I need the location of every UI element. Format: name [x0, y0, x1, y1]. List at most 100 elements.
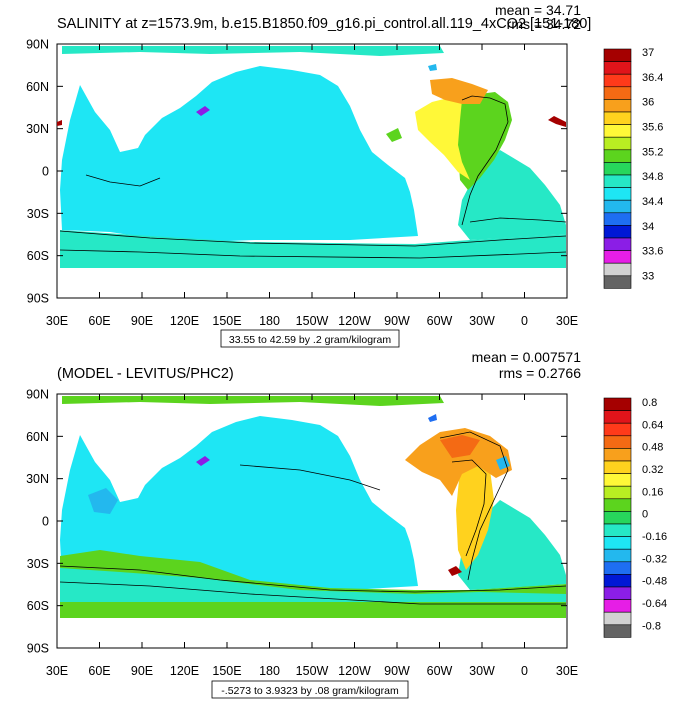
colorbar-swatch: [603, 624, 632, 638]
colorbar-swatch: [603, 611, 632, 626]
colorbar-label: 36.4: [642, 72, 663, 84]
colorbar-swatch: [603, 149, 632, 163]
colorbar-swatch: [603, 485, 632, 500]
colorbar-swatch: [603, 237, 632, 251]
contour-line: [461, 95, 509, 226]
contour-line: [469, 217, 567, 223]
region-green-spot: [386, 128, 402, 142]
x-tick-label: 90E: [131, 314, 153, 328]
colorbar-swatch: [603, 99, 632, 113]
colorbar-swatch: [603, 136, 632, 151]
region-purple-spot: [196, 106, 210, 116]
colorbar-swatch: [603, 174, 632, 188]
colorbar-swatch: [603, 599, 632, 613]
y-tick-label: 0: [42, 165, 49, 179]
colorbar-swatch: [603, 262, 632, 277]
colorbar-swatch: [603, 435, 632, 449]
colorbar-label: 37: [642, 47, 654, 59]
x-tick-label: 180: [259, 664, 280, 678]
y-tick-label: 30S: [27, 557, 49, 571]
rms-label: rms = 0.2766: [499, 365, 581, 381]
x-axis: 30E 60E 90E 120E 150E 180 150W 120W 90W 60W 30W 0 30…: [46, 394, 578, 678]
range-label-box: [211, 680, 409, 699]
x-tick-label: 30E: [556, 314, 578, 328]
y-tick-label: 60S: [27, 249, 49, 263]
panel-salinity: SALINITY at z=1573.9m, b.e15.B1850.f09_g…: [26, 2, 663, 348]
colorbar-label: -0.8: [642, 620, 661, 632]
rms-label: rms = 34.72: [507, 16, 582, 32]
range-label: -.5273 to 3.9323 by .08 gram/kilogram: [221, 685, 399, 697]
panel-title: SALINITY at z=1573.9m, b.e15.B1850.f09_g…: [57, 16, 591, 32]
region-blue-patch: [88, 488, 118, 514]
x-tick-label: 90W: [384, 314, 410, 328]
x-axis: 30E 60E 90E 120E 150E 180 150W 120W 90W 60W 30W 0 30…: [46, 44, 578, 328]
region-arctic: [62, 396, 444, 406]
colorbar-label: 33: [642, 270, 654, 282]
y-tick-label: 30S: [27, 207, 49, 221]
contour-line: [239, 464, 381, 491]
region-south-atlantic: [458, 150, 566, 240]
x-tick-label: 120W: [338, 314, 371, 328]
region-atlantic-orange-deep: [440, 435, 480, 458]
colorbar-label: 35.2: [642, 146, 663, 158]
contour-line: [451, 459, 487, 557]
colorbar: 37 36.4 36 35.6 35.2 34.8 34.4 34 33.6 33: [603, 47, 663, 289]
region-atlantic-green: [452, 92, 512, 190]
x-tick-label: 0: [521, 314, 528, 328]
x-tick-label: 120E: [170, 314, 199, 328]
colorbar-swatch: [603, 48, 632, 62]
colorbar-swatch: [603, 574, 632, 588]
region-mediterranean: [448, 566, 462, 576]
colorbar-label: 0.64: [642, 419, 663, 431]
colorbar-swatch: [603, 586, 632, 600]
x-tick-label: 150W: [296, 314, 329, 328]
x-tick-label: 60W: [427, 314, 453, 328]
colorbar-label: 0.16: [642, 486, 663, 498]
x-tick-label: 60W: [427, 664, 453, 678]
panel-difference: (MODEL - LEVITUS/PHC2) mean = 0.007571 r…: [26, 349, 667, 699]
x-tick-label: 30E: [556, 664, 578, 678]
x-tick-label: 60E: [88, 664, 110, 678]
contour-line: [85, 174, 161, 187]
range-label: 33.55 to 42.59 by .2 gram/kilogram: [229, 334, 392, 346]
region-southern-teal: [60, 568, 566, 602]
region-mediterranean: [548, 116, 566, 127]
colorbar: 0.8 0.64 0.48 0.32 0.16 0 -0.16 -0.32 -0.48 -0.64…: [603, 397, 667, 638]
region-med-west: [57, 120, 62, 126]
range-label-box: [220, 329, 400, 348]
y-tick-label: 90S: [27, 642, 49, 656]
colorbar-swatch: [603, 86, 632, 100]
x-tick-label: 30E: [46, 314, 68, 328]
x-tick-label: 150E: [212, 664, 241, 678]
x-tick-label: 90W: [384, 664, 410, 678]
contour-line: [59, 565, 567, 593]
colorbar-label: 33.6: [642, 246, 663, 258]
colorbar-label: 0.32: [642, 464, 663, 476]
colorbar-swatch: [603, 523, 632, 537]
colorbar-swatch: [603, 73, 632, 88]
x-tick-label: 120W: [338, 664, 371, 678]
region-pacific-indian: [60, 416, 418, 592]
x-tick-label: 180: [259, 314, 280, 328]
colorbar-label: -0.32: [642, 553, 667, 565]
contour-line: [59, 249, 567, 259]
mean-label: mean = 34.71: [495, 2, 581, 18]
region-blue-spot-north: [428, 414, 437, 422]
colorbar-label: 0.8: [642, 397, 657, 409]
colorbar-swatch: [603, 460, 632, 474]
colorbar-swatch: [603, 225, 632, 239]
colorbar-label: 34.4: [642, 196, 663, 208]
region-north-atlantic: [415, 97, 470, 180]
colorbar-swatch: [603, 250, 632, 264]
x-tick-label: 30W: [469, 664, 495, 678]
y-tick-label: 30N: [26, 472, 49, 486]
contour-line: [439, 431, 509, 581]
x-tick-label: 150W: [296, 664, 329, 678]
region-north-atlantic: [405, 428, 512, 496]
colorbar-swatch: [603, 61, 632, 75]
colorbar-swatch: [603, 111, 632, 125]
y-axis: 90N 60N 30N 0 30S 60S 90S: [26, 388, 567, 656]
colorbar-swatch: [603, 275, 632, 289]
colorbar-swatch: [603, 410, 632, 424]
